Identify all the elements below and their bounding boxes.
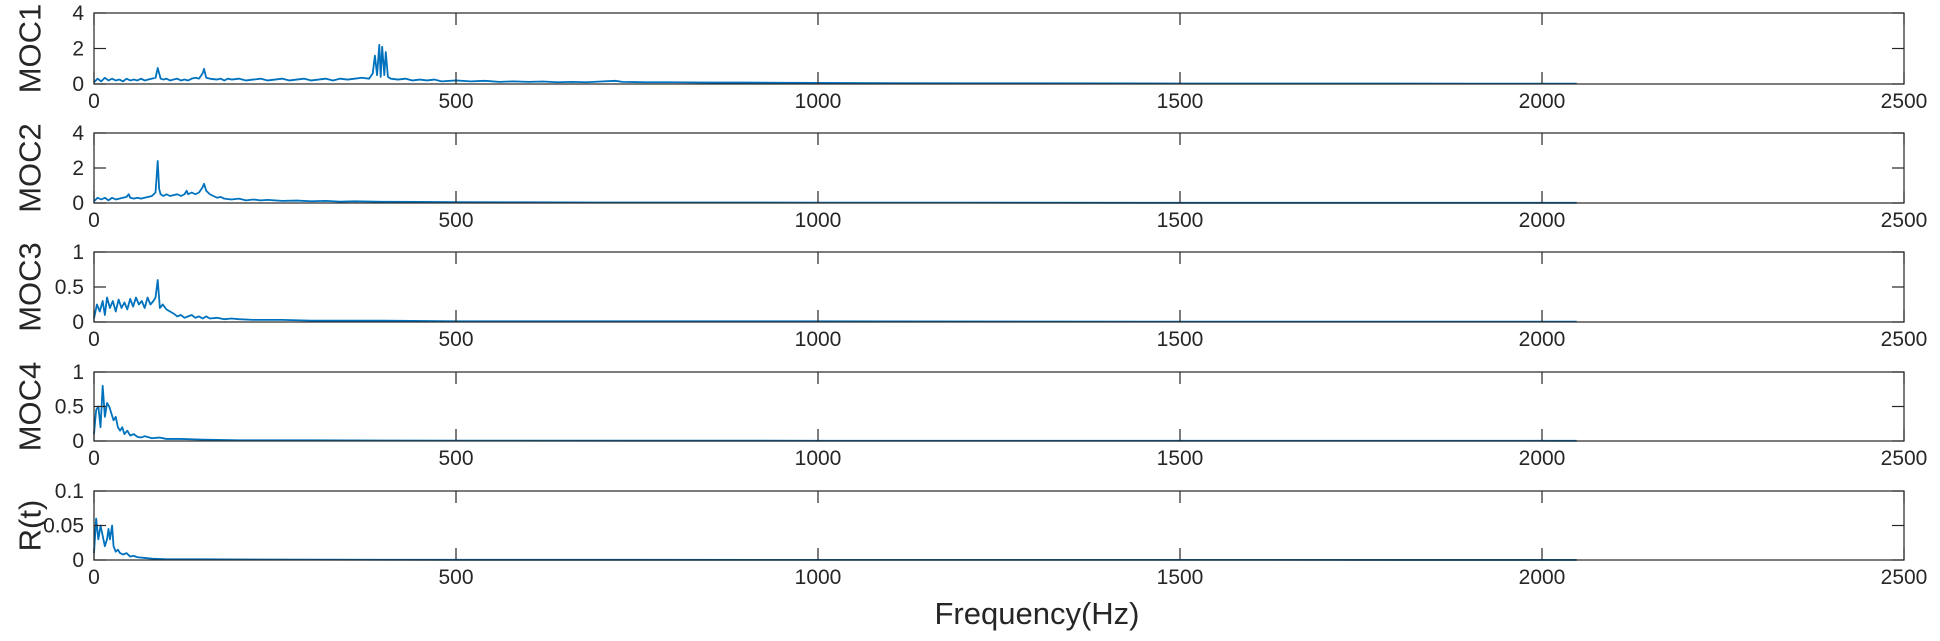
x-tick-label: 1000 [795,566,842,589]
x-tick-label: 2000 [1519,90,1566,113]
x-tick-label: 0 [88,447,100,470]
y-tick-label: 1 [72,241,84,264]
series-line-panel-5 [93,517,1577,561]
panel-4: 0 500 1000 1500 2000 2500 0 0.5 1 MOC4 [13,361,1928,470]
x-tick-label: 1500 [1157,90,1204,113]
panel-3: 0 500 1000 1500 2000 2500 0 0.5 1 MOC3 [13,241,1928,351]
y-tick-label: 0.1 [55,480,84,503]
x-tick-label: 2000 [1519,328,1566,351]
x-tick-label: 2500 [1881,90,1928,113]
x-tick-label: 2000 [1519,447,1566,470]
y-tick-label: 0.05 [43,515,84,538]
x-tick-label: 1000 [795,90,842,113]
y-tick-label: 0 [72,430,84,453]
x-tick-label: 2500 [1881,328,1928,351]
x-tick-label: 500 [438,447,473,470]
x-tick-label: 500 [438,566,473,589]
y-tick-label: 0.5 [55,276,84,299]
x-tick-label: 2500 [1881,566,1928,589]
y-axis-label: MOC4 [13,362,48,452]
y-tick-label: 0 [72,311,84,334]
x-tick-label: 2000 [1519,209,1566,232]
axes-frame [93,251,1905,323]
axes-frame [93,490,1905,561]
panel-5: 0 500 1000 1500 2000 2500 0 0.05 0.1 R(t) [13,480,1928,589]
x-tick-label: 1500 [1157,566,1204,589]
x-tick-label: 1500 [1157,328,1204,351]
x-tick-label: 1000 [795,209,842,232]
x-tick-label: 1000 [795,328,842,351]
y-tick-label: 1 [72,361,84,384]
y-axis-label: R(t) [13,500,48,552]
series-line-panel-2 [93,160,1577,204]
y-tick-label: 0 [72,192,84,215]
panel-1: 0 500 1000 1500 2000 2500 0 2 4 MOC1 [13,2,1928,113]
x-tick-label: 2500 [1881,209,1928,232]
x-tick-label: 1500 [1157,447,1204,470]
y-tick-label: 0 [72,549,84,572]
y-axis-label: MOC1 [13,4,48,94]
x-tick-label: 1000 [795,447,842,470]
x-tick-label: 0 [88,209,100,232]
series-line-panel-3 [93,279,1577,323]
y-axis-label: MOC2 [13,123,48,213]
x-tick-label: 2500 [1881,447,1928,470]
y-tick-label: 4 [72,2,84,25]
axes-frame [93,371,1905,442]
x-tick-label: 0 [88,328,100,351]
y-tick-label: 2 [72,38,84,61]
x-tick-label: 2000 [1519,566,1566,589]
x-tick-label: 500 [438,209,473,232]
y-tick-label: 0 [72,73,84,96]
x-axis-label: Frequency(Hz) [935,596,1140,631]
axes-frame [93,12,1905,85]
y-tick-label: 2 [72,157,84,180]
y-tick-label: 0.5 [55,396,84,419]
panel-2: 0 500 1000 1500 2000 2500 0 2 4 MOC2 [13,122,1928,232]
x-tick-label: 500 [438,328,473,351]
x-tick-label: 500 [438,90,473,113]
series-line-panel-1 [93,44,1577,85]
axes-frame [93,132,1905,204]
x-tick-label: 1500 [1157,209,1204,232]
x-tick-label: 0 [88,566,100,589]
y-axis-label: MOC3 [13,242,48,332]
y-tick-label: 4 [72,122,84,145]
x-tick-label: 0 [88,90,100,113]
series-line-panel-4 [93,384,1577,442]
